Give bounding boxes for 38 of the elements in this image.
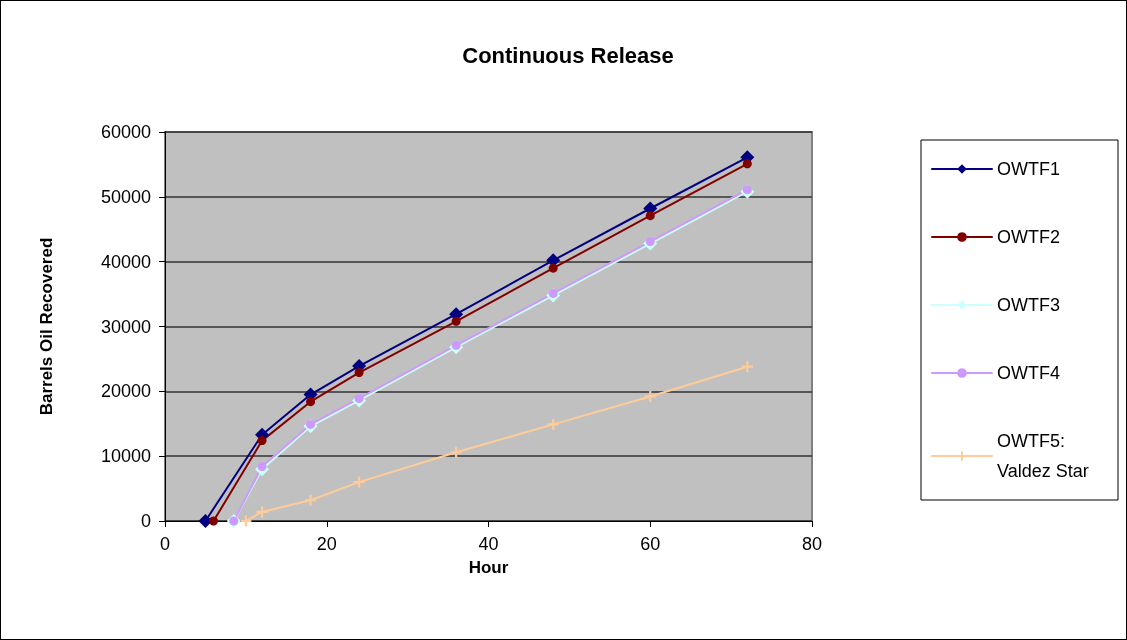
y-tick-label: 40000 [100,251,151,272]
x-tick-label: 0 [159,534,171,554]
y-tick-label: 0 [140,511,151,531]
point [741,361,753,373]
point [644,391,656,403]
point [305,494,317,506]
y-tick-label: 50000 [100,186,151,207]
x-tick-label: 20 [316,534,337,554]
y-tick-label: 20000 [100,381,151,402]
point [209,516,219,526]
x-tick-label: 60 [640,534,661,554]
point [451,316,461,326]
point [240,515,252,527]
legend-label: OWTF3 [997,295,1060,315]
x-tick-label: 40 [478,534,499,554]
point [742,159,752,169]
y-tick-label: 60000 [100,122,151,142]
point [354,368,364,378]
chart-title: Continuous Release [462,42,674,68]
point [548,263,558,273]
y-tick-label: 30000 [100,316,151,337]
point [645,211,655,221]
point [353,476,365,488]
point [257,462,267,472]
x-axis-title: Hour [468,558,509,577]
point [547,418,559,430]
point [256,506,268,518]
y-tick-label: 10000 [100,446,151,467]
legend-label: OWTF1 [997,159,1060,179]
legend-label: OWTF4 [997,363,1060,383]
point [451,340,461,350]
y-axis-title: Barrels Oil Recovered [37,237,56,416]
point [306,397,316,407]
point [450,446,462,458]
legend-label: OWTF5: Valdez Star [997,431,1089,481]
x-tick-label: 80 [801,534,823,554]
point [257,436,267,446]
legend-label: OWTF2 [997,227,1060,247]
